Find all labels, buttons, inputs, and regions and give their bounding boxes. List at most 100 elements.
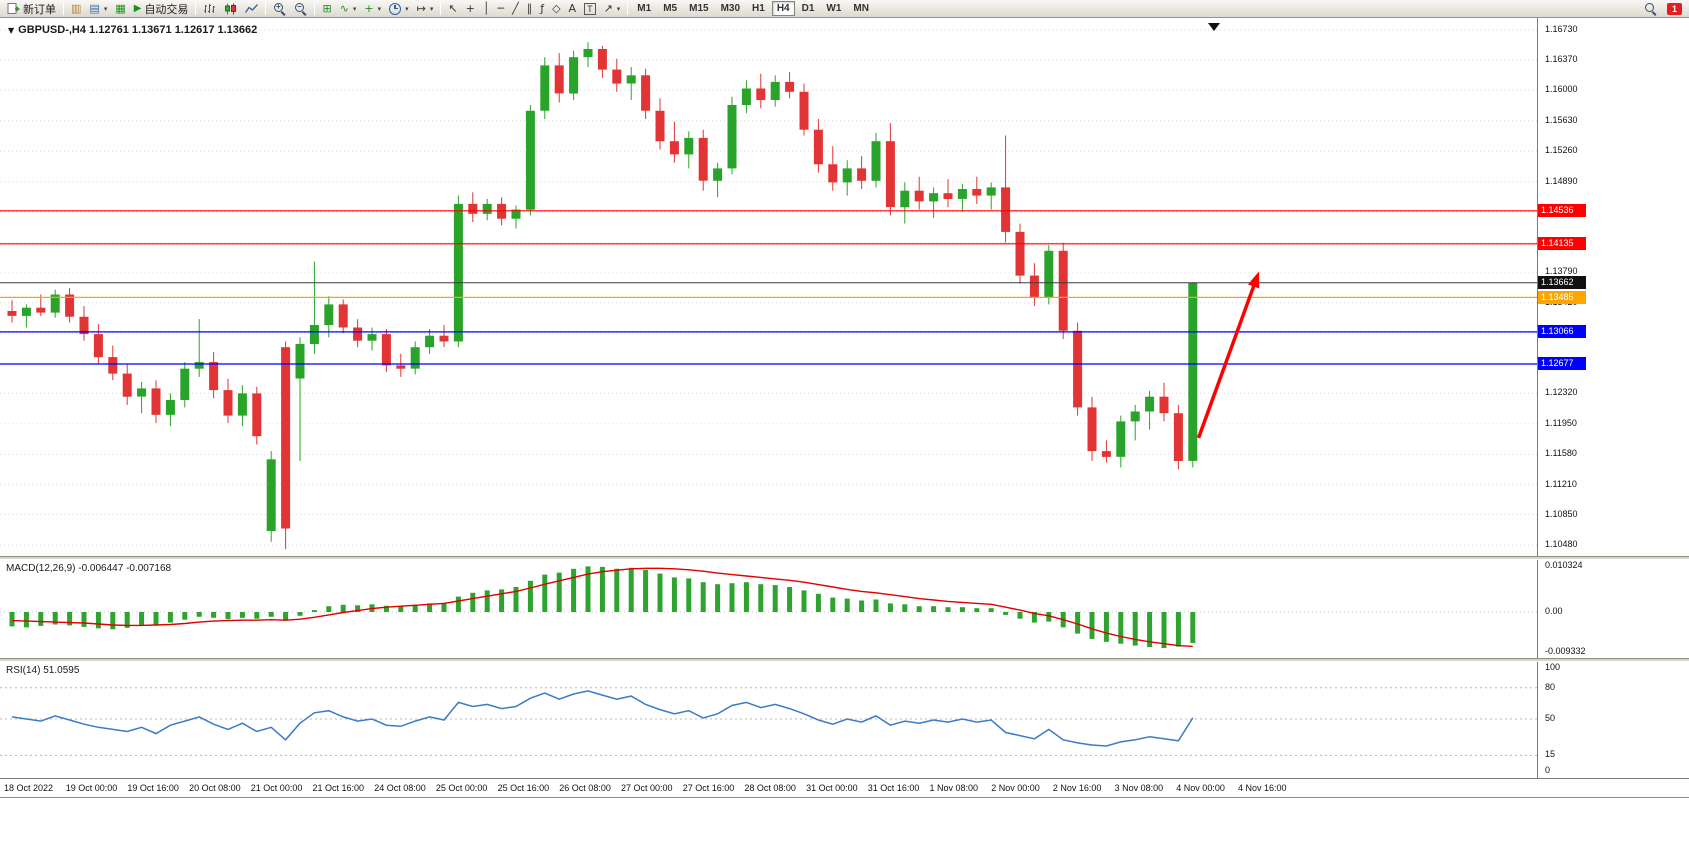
candle-body [1173,413,1183,461]
timeframe-mn-button[interactable]: MN [853,3,869,14]
candle-body [7,311,17,316]
arrows-icon: ↗ [603,1,613,15]
candle-body [698,137,708,181]
new-order-button[interactable]: 新订单 [3,1,60,17]
indicators-button[interactable]: ∿ ▾ [336,1,361,17]
crosshair-button[interactable]: + [462,1,479,17]
chart-shift-button[interactable]: ↦ ▾ [413,1,438,17]
add-indicator-button[interactable]: + ▾ [360,1,385,17]
macd-histogram-bar [715,584,721,612]
zoom-in-button[interactable]: + [269,1,290,17]
candle-body [266,459,276,531]
macd-histogram-bar [441,602,447,612]
trend-arrow-line[interactable] [1196,280,1258,439]
time-axis-label: 3 Nov 08:00 [1114,783,1164,793]
macd-histogram-bar [1147,612,1153,647]
candle-body [799,91,809,130]
panel-splitter[interactable] [0,658,1689,662]
candle-body [252,393,262,437]
chevron-down-icon: ▾ [616,4,621,13]
notification-badge[interactable]: 1 [1666,2,1682,15]
toolbar-right-group: 1 [1640,1,1686,17]
time-axis-label: 21 Oct 16:00 [312,783,365,793]
candlestick-chart-button[interactable] [220,1,241,17]
macd-histogram-bar [527,580,533,612]
macd-histogram-bar [1003,612,1009,615]
candle-body [1101,451,1111,457]
price-tick-label: 1.16370 [1545,53,1578,64]
candle-body [1029,275,1039,298]
text-button[interactable]: A [565,1,581,17]
macd-histogram-bar [902,604,908,612]
rsi-panel-canvas[interactable] [0,662,1689,778]
timeframe-m5-button[interactable]: M5 [663,3,678,14]
chevron-down-icon: ▾ [405,4,409,13]
fibonacci-button[interactable]: ƒ [536,1,548,17]
cursor-button[interactable]: ↖ [444,1,461,17]
candle-body [50,294,60,313]
bar-chart-button[interactable] [199,1,220,17]
line-chart-button[interactable] [241,1,262,17]
toolbar-separator [195,2,197,15]
candle-body [1130,411,1140,422]
toolbar-separator [314,2,316,15]
channel-button[interactable]: ∥ [523,1,537,17]
candlestick-chart-icon [225,3,237,14]
panel-splitter[interactable] [0,556,1689,560]
candle-body [1058,250,1068,331]
periods-button[interactable]: ▾ [385,1,413,17]
timeframe-m30-button[interactable]: M30 [720,3,741,14]
trendline-button[interactable]: ╱ [508,1,523,17]
candle-body [540,65,550,111]
vertical-line-button[interactable]: │ [479,1,494,17]
arrows-button[interactable]: ↗ ▾ [600,1,625,17]
macd-histogram-bar [499,589,505,612]
candle-body [597,49,607,70]
timeframe-w1-button[interactable]: W1 [826,3,842,14]
candle-body [1188,282,1198,461]
auto-trading-button[interactable]: ▶ 自动交易 [130,1,193,17]
macd-histogram-bar [239,612,245,618]
profiles-icon: ▤ [89,1,100,15]
macd-histogram-bar [211,612,217,618]
vertical-line-icon: │ [482,1,490,15]
chart-window-button[interactable]: ▥ [67,1,85,17]
zoom-out-button[interactable]: − [290,1,311,17]
chart-window-icon: ▥ [71,1,82,15]
search-button[interactable] [1640,1,1661,17]
data-window-button[interactable]: ▦ [111,1,129,17]
timeframe-h4-button[interactable]: H4 [771,1,795,16]
candle-body [309,325,319,344]
macd-histogram-bar [1089,612,1095,639]
price-chart-canvas[interactable] [0,18,1689,556]
candle-body [655,110,665,142]
profiles-button[interactable]: ▤ ▾ [85,1,111,17]
scroll-to-end-marker[interactable] [1208,23,1220,31]
chart-title: ▼ GBPUSD-,H4 1.12761 1.13671 1.12617 1.1… [8,24,257,36]
candle-body [857,168,867,181]
timeframe-m15-button[interactable]: M15 [689,3,709,14]
candle-body [194,362,204,369]
time-axis: 18 Oct 2022 19 Oct 00:00 19 Oct 16:00 20 Oc… [0,778,1689,798]
time-axis-label: 1 Nov 08:00 [929,783,979,793]
text-label-button[interactable]: T [580,1,600,17]
macd-histogram-bar [585,566,591,612]
macd-panel-canvas[interactable] [0,560,1689,658]
tile-windows-button[interactable]: ⊞ [318,1,335,17]
timeframe-d1-button[interactable]: D1 [801,3,815,14]
level-price-badge: 1.12677 [1538,357,1586,371]
candle-body [137,388,147,397]
macd-histogram-bar [254,612,260,619]
timeframe-m1-button[interactable]: M1 [637,3,652,14]
macd-histogram-bar [571,568,577,612]
macd-histogram-bar [959,607,965,612]
macd-histogram-bar [139,612,145,626]
macd-histogram-bar [1031,612,1037,623]
chart-title-text: GBPUSD-,H4 1.12761 1.13671 1.12617 1.136… [18,24,258,36]
new-order-label: 新订单 [23,3,56,16]
shapes-button[interactable]: ◇ [548,1,564,17]
candle-body [626,75,636,84]
horizontal-line-button[interactable]: ─ [493,1,508,17]
timeframe-h1-button[interactable]: H1 [752,3,765,14]
candle-body [410,347,420,369]
